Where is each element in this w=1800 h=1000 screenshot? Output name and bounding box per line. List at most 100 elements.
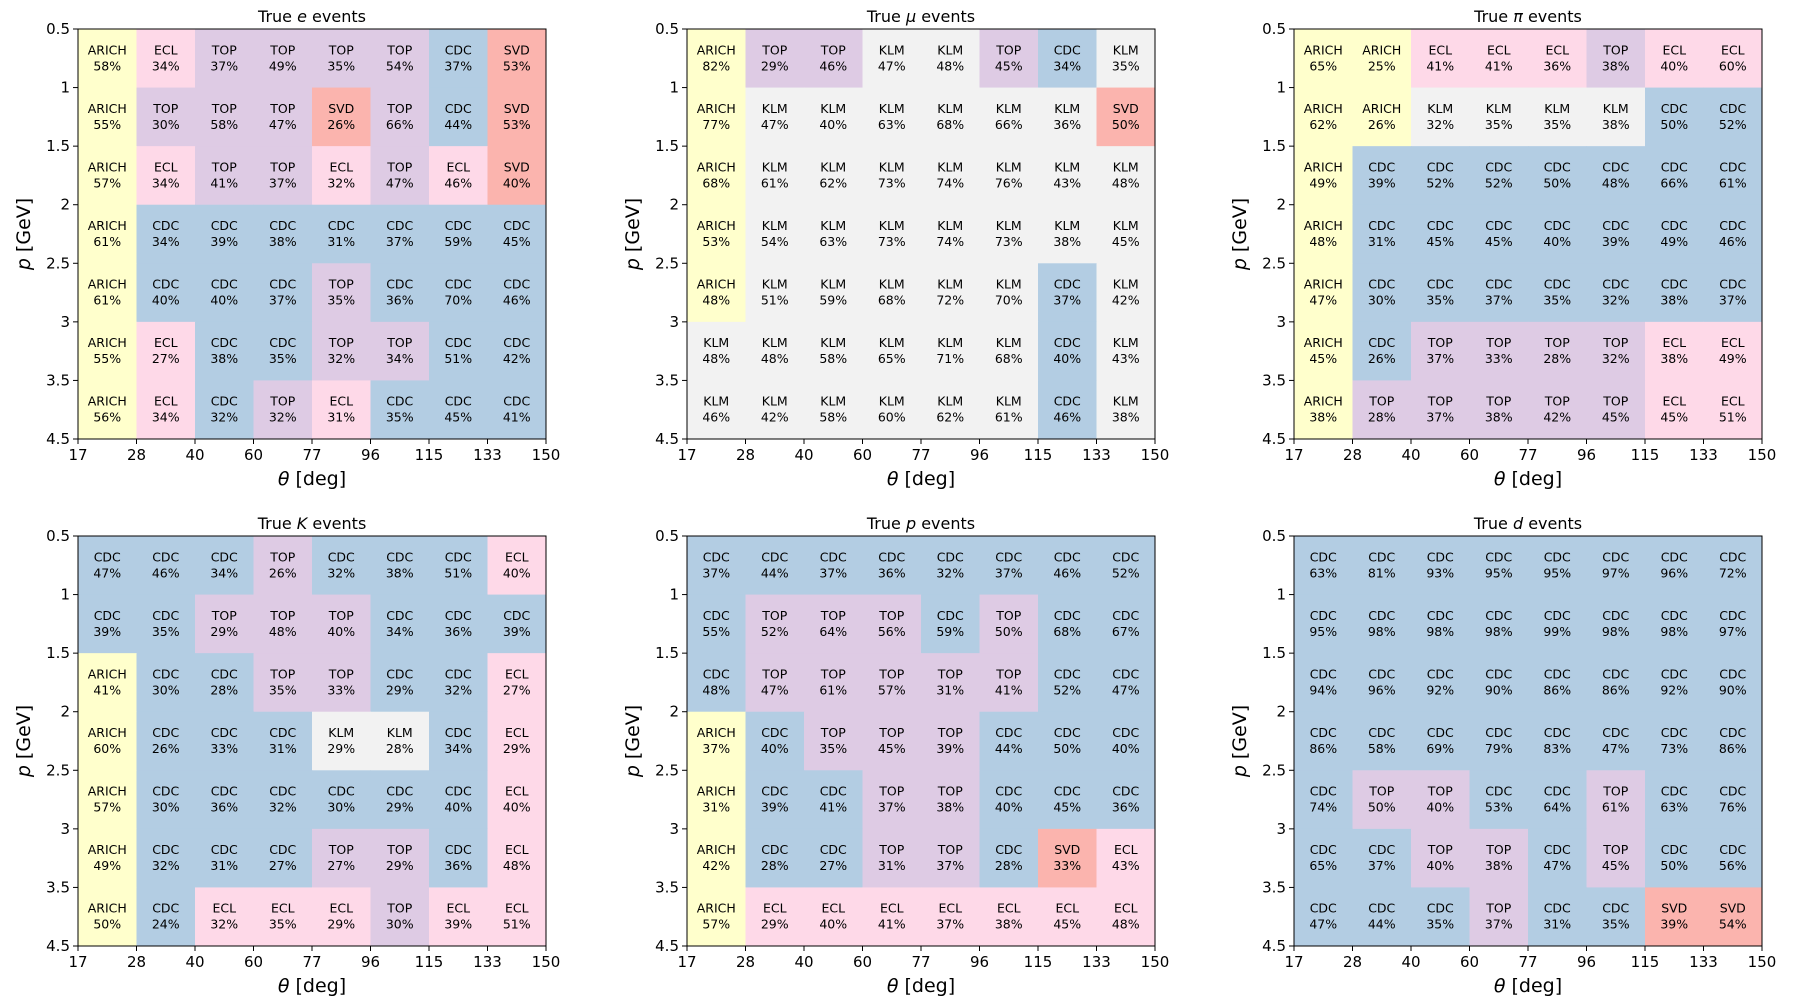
heatmap-cell (862, 263, 922, 323)
cell-label: KLM 35% (1485, 101, 1513, 132)
heatmap-cell (1586, 380, 1646, 440)
cell-percentage: 31% (327, 410, 355, 425)
cell-percentage: 46% (1719, 234, 1747, 249)
cell-detector: CDC (94, 608, 121, 623)
cell-percentage: 47% (1543, 858, 1571, 873)
cell-percentage: 36% (386, 293, 414, 308)
cell-label: CDC 52% (1719, 101, 1747, 132)
cell-detector: CDC (1054, 277, 1081, 292)
heatmap-cell (1528, 87, 1587, 147)
cell-detector: TOP (328, 666, 354, 681)
cell-percentage: 63% (1309, 565, 1337, 580)
cell-detector: CDC (1427, 277, 1454, 292)
y-axis-label: p [GeV] (13, 705, 35, 778)
heatmap-cell (804, 263, 863, 323)
heatmap-cell (78, 321, 137, 381)
heatmap-cell (1352, 146, 1412, 206)
cell-label: CDC 44% (444, 101, 472, 132)
cell-percentage: 33% (210, 741, 238, 756)
cell-label: SVD 26% (327, 101, 355, 132)
heatmap-cell (1645, 204, 1704, 264)
cell-percentage: 59% (936, 624, 964, 639)
heatmap-cell (687, 887, 746, 947)
cell-detector: TOP (1427, 842, 1453, 857)
heatmap-cell (1411, 146, 1470, 206)
cell-percentage: 49% (269, 58, 297, 73)
cell-percentage: 68% (995, 351, 1023, 366)
cell-detector: ECL (1721, 335, 1745, 350)
cell-label: KLM 73% (995, 218, 1023, 249)
cell-detector: ARICH (1304, 394, 1343, 409)
heatmap-cell (1703, 146, 1763, 206)
cell-detector: CDC (445, 608, 472, 623)
cell-label: CDC 93% (1426, 549, 1454, 580)
cell-detector: KLM (820, 101, 846, 116)
cell-label: CDC 53% (1485, 784, 1513, 815)
cell-detector: TOP (328, 42, 354, 57)
cell-percentage: 42% (503, 351, 531, 366)
cell-detector: CDC (152, 725, 179, 740)
cell-label: CDC 46% (1053, 394, 1081, 425)
cell-label: CDC 70% (444, 277, 472, 308)
cell-percentage: 50% (1112, 117, 1140, 132)
cell-label: CDC 69% (1426, 725, 1454, 756)
cell-percentage: 37% (1485, 293, 1513, 308)
heatmap-cell (745, 887, 805, 947)
x-tick-label: 96 (361, 446, 380, 464)
cell-label: TOP 46% (819, 42, 847, 73)
cell-detector: CDC (1719, 549, 1746, 564)
cell-label: KLM 47% (761, 101, 789, 132)
cell-label: KLM 28% (386, 725, 414, 756)
heatmap-cell (804, 594, 863, 654)
x-tick-label: 28 (1343, 953, 1362, 971)
cell-percentage: 38% (1112, 410, 1140, 425)
cell-label: KLM 54% (761, 218, 789, 249)
cell-label: TOP 37% (1426, 335, 1454, 366)
cell-percentage: 44% (995, 741, 1023, 756)
y-tick-label: 1.5 (1262, 644, 1286, 662)
heatmap-cell (1411, 380, 1470, 440)
cell-percentage: 54% (1719, 917, 1747, 932)
cell-detector: CDC (1719, 725, 1746, 740)
cell-detector: ECL (329, 901, 353, 916)
cell-label: CDC 39% (93, 608, 121, 639)
cell-label: CDC 90% (1485, 666, 1513, 697)
cell-percentage: 52% (1719, 117, 1747, 132)
cell-percentage: 62% (936, 410, 964, 425)
cell-percentage: 29% (503, 741, 531, 756)
cell-percentage: 35% (386, 410, 414, 425)
heatmap-cell (1586, 828, 1646, 888)
cell-label: TOP 64% (819, 608, 847, 639)
cell-detector: ECL (505, 666, 529, 681)
cell-percentage: 50% (995, 624, 1023, 639)
cell-label: KLM 35% (1543, 101, 1571, 132)
cell-detector: ARICH (1362, 42, 1401, 57)
cell-percentage: 36% (1053, 117, 1081, 132)
cell-label: ECL 51% (503, 901, 531, 932)
cell-detector: CDC (820, 549, 847, 564)
cell-percentage: 65% (878, 351, 906, 366)
cell-label: KLM 62% (819, 159, 847, 190)
heatmap-cell (921, 29, 980, 89)
cell-label: TOP 50% (995, 608, 1023, 639)
cell-detector: TOP (269, 666, 295, 681)
cell-detector: CDC (1427, 901, 1454, 916)
heatmap-cell (1096, 828, 1156, 888)
cell-label: KLM 73% (878, 159, 906, 190)
cell-percentage: 31% (210, 858, 238, 873)
heatmap-cell (804, 536, 863, 596)
cell-percentage: 81% (1368, 565, 1396, 580)
cell-detector: CDC (1661, 725, 1688, 740)
cell-detector: KLM (879, 42, 905, 57)
cell-label: CDC 44% (761, 549, 789, 580)
heatmap-cell (136, 29, 196, 89)
cell-detector: CDC (445, 335, 472, 350)
cell-detector: CDC (1310, 784, 1337, 799)
heatmap-cell (253, 536, 313, 596)
cell-percentage: 44% (761, 565, 789, 580)
x-tick-label: 133 (1689, 953, 1718, 971)
cell-detector: CDC (1368, 218, 1395, 233)
heatmap-cell (429, 204, 488, 264)
cell-percentage: 33% (1485, 351, 1513, 366)
